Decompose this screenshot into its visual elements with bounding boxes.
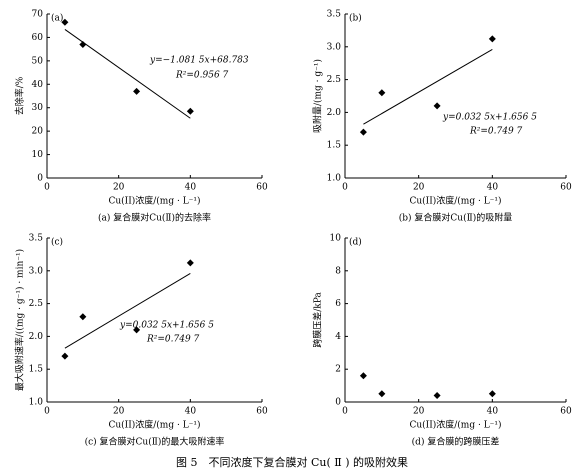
y-tick-label: 3.0 [29, 266, 44, 276]
y-axis-label: 跨膜压差/kPa [312, 292, 324, 348]
x-tick-label: 40 [185, 407, 197, 417]
data-point [378, 89, 386, 97]
y-tick-label: 30 [32, 103, 44, 113]
y-tick-label: 1.0 [327, 174, 342, 184]
y-tick-label: 0 [335, 398, 341, 408]
panel-label: (c) [51, 237, 63, 248]
y-tick-label: 50 [32, 56, 44, 66]
data-point [433, 391, 441, 399]
y-tick-label: 8 [335, 266, 341, 276]
fit-equation: R²=0.749 7 [146, 335, 200, 345]
y-tick-label: 2.5 [327, 75, 342, 85]
fit-equation: y=−1.081 5x+68.783 [149, 56, 249, 66]
y-tick-label: 4 [335, 332, 341, 342]
y-tick-label: 2.5 [29, 299, 44, 309]
trend-line [363, 48, 493, 125]
y-tick-label: 3.5 [327, 10, 342, 20]
panel-label: (a) [51, 13, 63, 24]
data-point [488, 35, 496, 43]
x-axis-label: Cu(II)浓度/(mg · L⁻¹) [108, 419, 200, 431]
y-axis-label: 去除率/% [14, 76, 26, 115]
y-tick-label: 70 [32, 10, 44, 20]
y-tick-label: 3.5 [29, 234, 44, 244]
x-tick-label: 0 [44, 183, 50, 193]
data-point [79, 40, 87, 48]
data-point [359, 128, 367, 136]
data-point [359, 372, 367, 380]
y-tick-label: 3.0 [327, 42, 342, 52]
x-tick-label: 20 [413, 183, 425, 193]
data-point [133, 87, 141, 95]
y-tick-label: 2.0 [29, 332, 44, 342]
x-tick-label: 0 [342, 407, 348, 417]
y-tick-label: 6 [335, 299, 341, 309]
fit-equation: y=0.032 5x+1.656 5 [119, 321, 214, 331]
panel-title: (d) 复合膜的跨膜压差 [412, 436, 500, 448]
x-tick-label: 40 [185, 183, 197, 193]
y-tick-label: 40 [32, 80, 44, 90]
data-point [186, 107, 194, 115]
x-tick-label: 40 [487, 183, 499, 193]
fit-equation: R²=0.749 7 [469, 127, 523, 137]
trend-line [64, 272, 191, 349]
figure-caption: 图 5 不同浓度下复合膜对 Cu( Ⅱ ) 的吸附效果 [176, 455, 408, 469]
x-tick-label: 20 [413, 407, 425, 417]
y-tick-label: 60 [32, 33, 44, 43]
x-tick-label: 20 [113, 407, 125, 417]
y-axis-label: 吸附量/(mg · g⁻¹) [312, 59, 324, 133]
y-tick-label: 2 [335, 365, 341, 375]
y-tick-label: 1.0 [29, 398, 44, 408]
x-axis-label: Cu(II)浓度/(mg · L⁻¹) [409, 419, 501, 431]
data-point [133, 326, 141, 334]
x-tick-label: 60 [256, 183, 268, 193]
y-tick-label: 10 [330, 234, 342, 244]
fit-equation: R²=0.956 7 [175, 71, 229, 81]
x-tick-label: 20 [113, 183, 125, 193]
data-point [488, 390, 496, 398]
y-tick-label: 0 [37, 174, 43, 184]
data-point [433, 102, 441, 110]
y-tick-label: 10 [32, 150, 44, 160]
x-tick-label: 0 [342, 183, 348, 193]
panel-title: (a) 复合膜对Cu(Ⅱ)的去除率 [98, 212, 211, 224]
y-tick-label: 20 [32, 127, 44, 137]
x-tick-label: 60 [560, 183, 572, 193]
panel-label: (b) [349, 13, 362, 24]
panel-label: (d) [349, 237, 362, 248]
x-tick-label: 0 [44, 407, 50, 417]
y-tick-label: 1.5 [29, 365, 44, 375]
x-axis-label: Cu(II)浓度/(mg · L⁻¹) [108, 195, 200, 207]
x-axis-label: Cu(II)浓度/(mg · L⁻¹) [409, 195, 501, 207]
x-tick-label: 40 [487, 407, 499, 417]
panel-title: (b) 复合膜对Cu(Ⅱ)的吸附量 [399, 212, 512, 224]
fit-equation: y=0.032 5x+1.656 5 [442, 113, 537, 123]
data-point [378, 390, 386, 398]
x-tick-label: 60 [560, 407, 572, 417]
data-point [61, 352, 69, 360]
x-tick-label: 60 [256, 407, 268, 417]
data-point [79, 313, 87, 321]
y-tick-label: 1.5 [327, 141, 342, 151]
y-axis-label: 最大吸附速率/((mg · g⁻¹) · min⁻¹) [14, 249, 26, 391]
panel-title: (c) 复合膜对Cu(Ⅱ)的最大吸附速率 [85, 436, 225, 448]
data-point [61, 18, 69, 26]
y-tick-label: 2.0 [327, 108, 342, 118]
data-point [186, 259, 194, 267]
